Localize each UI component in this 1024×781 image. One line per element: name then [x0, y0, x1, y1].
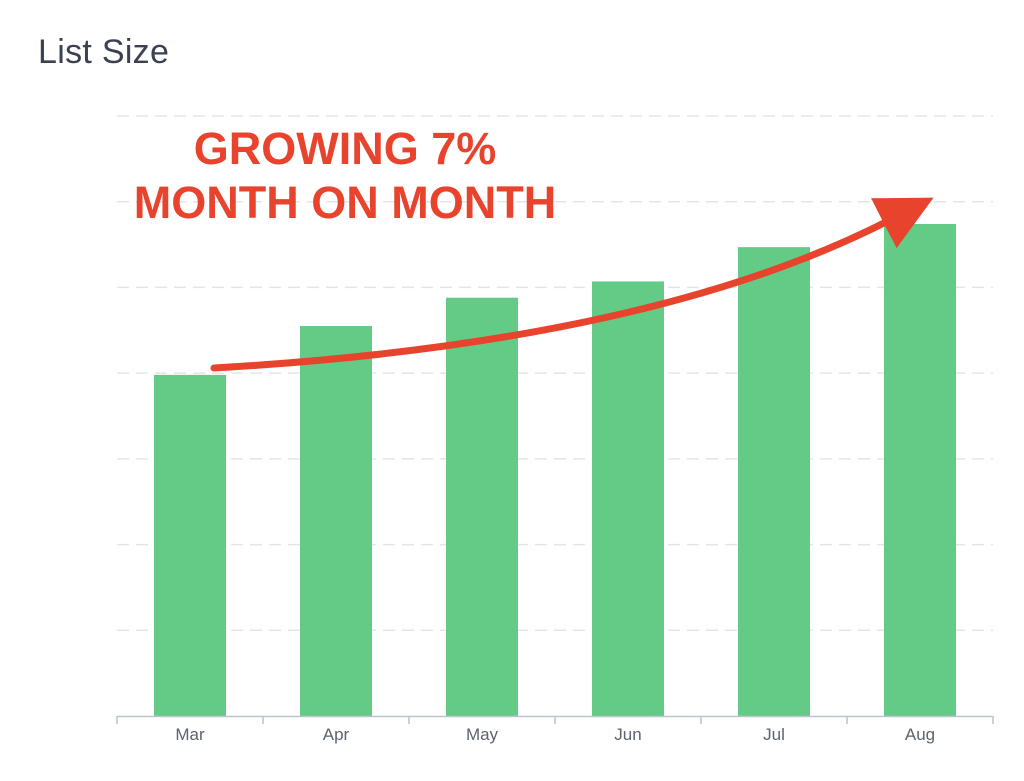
- bar-aug: [884, 224, 956, 716]
- x-axis: [116, 715, 994, 724]
- x-tick-label: Mar: [175, 725, 205, 744]
- annotation-line-1: GROWING 7%: [194, 123, 497, 174]
- bar-jun: [592, 281, 664, 716]
- x-tick-label: May: [466, 725, 499, 744]
- x-tick-labels: Mar Apr May Jun Jul Aug: [175, 725, 935, 744]
- chart-title: List Size: [38, 33, 170, 71]
- gridlines: [117, 115, 993, 632]
- x-tick-label: Aug: [905, 725, 935, 744]
- bars: [154, 224, 956, 716]
- x-tick-label: Jul: [763, 725, 785, 744]
- bar-apr: [300, 326, 372, 716]
- bar-jul: [738, 247, 810, 716]
- growth-annotation: GROWING 7% MONTH ON MONTH: [134, 123, 934, 372]
- bar-mar: [154, 374, 226, 716]
- x-tick-label: Jun: [614, 725, 641, 744]
- growth-arrow: [210, 197, 934, 372]
- x-tick-label: Apr: [323, 725, 350, 744]
- annotation-line-2: MONTH ON MONTH: [134, 177, 556, 228]
- bar-may: [446, 297, 518, 716]
